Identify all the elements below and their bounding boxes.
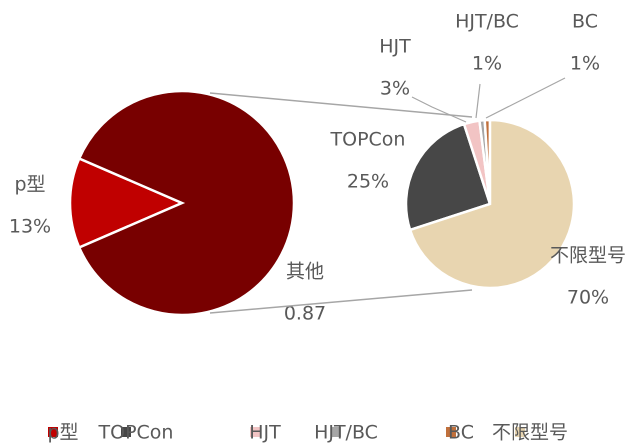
- legend-label: 不限型号: [492, 422, 568, 444]
- legend-swatch: [515, 427, 525, 437]
- pie-slice: [408, 118, 576, 290]
- value-label: 0.87: [284, 303, 326, 325]
- connector-line: [209, 92, 473, 118]
- value-label: 3%: [380, 78, 410, 100]
- legend-label: BC: [448, 422, 474, 444]
- pie-slice: [68, 156, 186, 250]
- category-label: 不限型号: [550, 245, 626, 267]
- category-label: HJT: [379, 36, 411, 58]
- legend-label: HJT: [249, 422, 281, 444]
- legend-swatch: [250, 427, 260, 437]
- leader-line: [475, 83, 481, 119]
- value-label: 70%: [567, 287, 609, 309]
- category-label: TOPCon: [330, 129, 406, 151]
- connectors: [209, 77, 566, 314]
- pie-slice: [77, 89, 296, 317]
- connector-line: [209, 289, 473, 314]
- legend-swatch: [446, 427, 456, 437]
- legend-label: p型: [47, 422, 78, 444]
- leader-line: [411, 96, 467, 123]
- category-label: p型: [14, 174, 45, 196]
- leader-line: [485, 77, 566, 119]
- value-label: 1%: [570, 53, 600, 75]
- legend-swatch: [331, 427, 341, 437]
- legend-swatch: [121, 427, 131, 437]
- value-label: 13%: [9, 216, 51, 238]
- pie-slice: [404, 122, 492, 232]
- legend-swatch: [48, 427, 58, 437]
- category-label: HJT/BC: [455, 11, 519, 33]
- value-label: 1%: [472, 53, 502, 75]
- legend-label: HJT/BC: [314, 422, 378, 444]
- value-label: 25%: [347, 171, 389, 193]
- category-label: BC: [572, 11, 598, 33]
- legend-label: TOPCon: [98, 422, 174, 444]
- category-label: 其他: [286, 261, 324, 283]
